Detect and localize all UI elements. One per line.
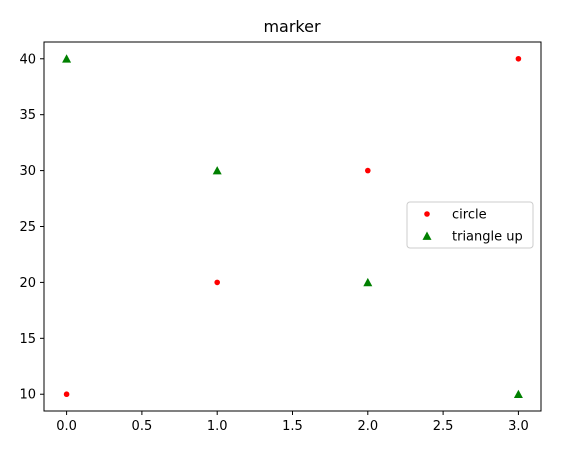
y-tick-label: 10	[19, 388, 36, 403]
x-tick-label: 0.0	[56, 419, 77, 434]
y-tick-label: 40	[19, 52, 36, 67]
y-tick-label: 30	[19, 164, 36, 179]
x-tick-label: 3.0	[508, 419, 529, 434]
legend-circle-marker	[424, 211, 430, 217]
x-tick-label: 2.5	[433, 419, 454, 434]
legend-box	[406, 201, 534, 249]
legend-label: triangle up	[452, 230, 523, 245]
legend: circle triangle up	[406, 201, 534, 249]
y-tick-label: 20	[19, 276, 36, 291]
legend-triangle-marker	[422, 231, 432, 240]
y-tick-label: 35	[19, 108, 36, 123]
chart-title: marker	[263, 17, 321, 36]
triangle-data-point	[62, 54, 72, 63]
triangle-data-point	[513, 389, 523, 399]
x-tick-label: 1.0	[207, 419, 228, 434]
y-tick-label: 15	[19, 332, 36, 347]
x-tick-label: 1.5	[282, 419, 303, 434]
y-tick-label: 25	[19, 220, 36, 235]
circle-data-point	[365, 167, 371, 174]
circle-data-point	[515, 55, 522, 62]
legend-label: circle	[452, 208, 487, 223]
circle-data-point	[63, 391, 70, 398]
circle-data-point	[214, 279, 220, 286]
x-tick-label: 2.0	[357, 419, 378, 434]
y-axis: 10 15 20 25 30 35 40	[19, 52, 44, 403]
triangle-data-point	[363, 277, 373, 287]
triangle-data-point	[212, 166, 222, 175]
x-tick-label: 0.5	[132, 419, 153, 434]
x-axis: 0.0 0.5 1.0 1.5 2.0 2.5 3.0	[56, 411, 529, 434]
data-points	[62, 54, 523, 399]
